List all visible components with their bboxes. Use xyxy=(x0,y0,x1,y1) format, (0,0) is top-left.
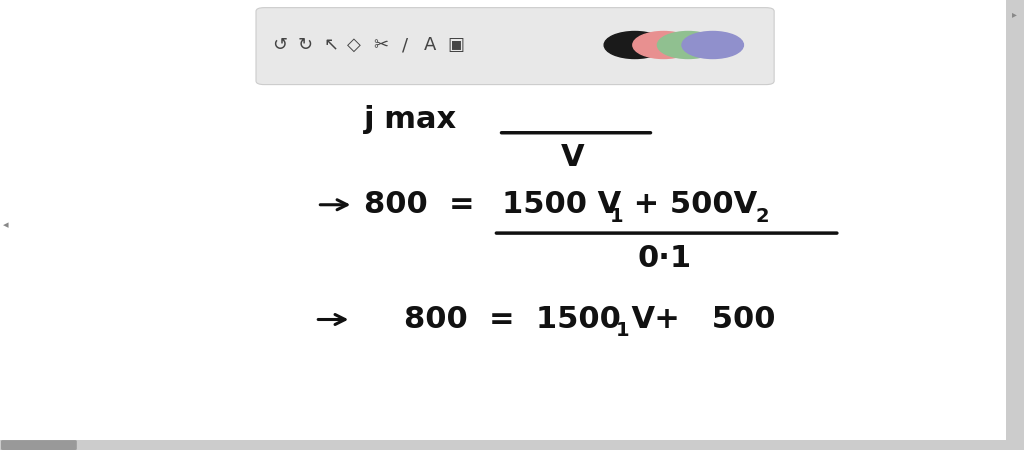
Circle shape xyxy=(604,32,666,58)
Text: +   500: + 500 xyxy=(633,305,775,334)
Text: + 500V: + 500V xyxy=(623,190,757,219)
Text: 2: 2 xyxy=(756,207,769,225)
FancyBboxPatch shape xyxy=(256,8,774,85)
Text: 800  =  1500 V: 800 = 1500 V xyxy=(404,305,655,334)
Circle shape xyxy=(633,32,694,58)
Text: /: / xyxy=(402,36,409,54)
Text: 800  =: 800 = xyxy=(364,190,474,219)
Text: A: A xyxy=(424,36,436,54)
Text: 0·1: 0·1 xyxy=(638,244,692,273)
Circle shape xyxy=(682,32,743,58)
Text: 1: 1 xyxy=(615,321,629,340)
Text: V: V xyxy=(561,143,585,172)
Circle shape xyxy=(657,32,719,58)
Text: ▸: ▸ xyxy=(1013,9,1017,19)
Text: ↖: ↖ xyxy=(324,36,338,54)
Text: ↺: ↺ xyxy=(272,36,287,54)
Bar xyxy=(1006,0,1024,440)
Text: ✂: ✂ xyxy=(374,36,388,54)
Text: j max: j max xyxy=(364,105,457,134)
Text: ◂: ◂ xyxy=(3,220,8,230)
Text: 1500 V: 1500 V xyxy=(502,190,621,219)
Text: ↻: ↻ xyxy=(298,36,312,54)
Text: 1: 1 xyxy=(610,207,624,225)
Text: ◇: ◇ xyxy=(347,36,361,54)
FancyBboxPatch shape xyxy=(1,440,77,450)
Text: ▣: ▣ xyxy=(447,36,464,54)
Bar xyxy=(0,440,1024,450)
